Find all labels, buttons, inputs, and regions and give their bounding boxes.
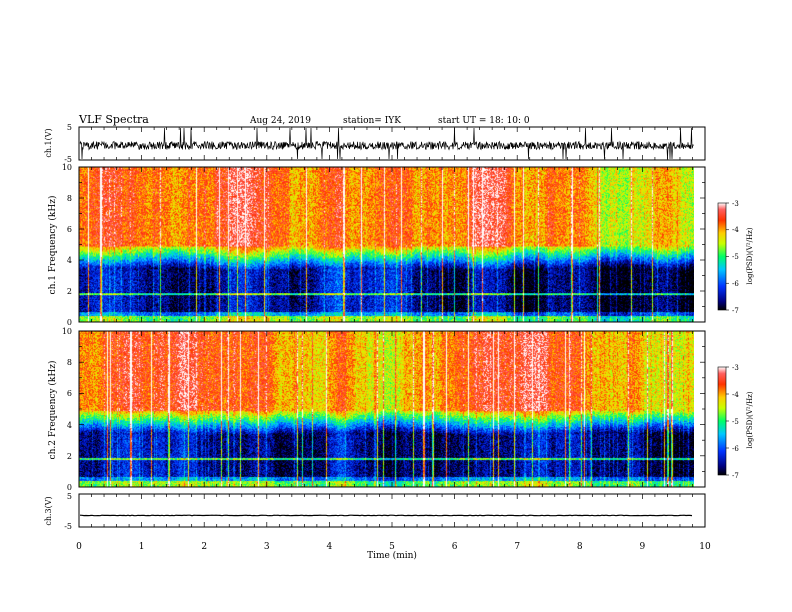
- x-tick-3: 3: [264, 542, 270, 552]
- ch1-cb-tick-m5: -5: [732, 253, 739, 261]
- ch1-waveform-trace: [79, 127, 694, 160]
- ch1-cb-tick-m3: -3: [732, 200, 739, 208]
- x-axis-label: Time (min): [367, 550, 417, 561]
- x-tick-10: 10: [699, 542, 711, 552]
- x-axis-tick-labels: 0 1 2 3 4 5 6 7 8 9 10: [76, 542, 711, 552]
- ch2-cb-tick-m6: -6: [732, 445, 739, 453]
- ch1-spec-ytick-10: 10: [62, 163, 72, 172]
- ch2-colorbar-scale: [717, 366, 727, 476]
- ch2-cb-tick-m5: -5: [732, 418, 739, 426]
- x-tick-0: 0: [76, 542, 82, 552]
- ch3-waveform-x-ticks: [78, 494, 706, 527]
- ch3-waveform-panel: 5 -5 ch.3(V): [44, 492, 706, 531]
- ch2-spec-ytick-6: 6: [67, 389, 72, 398]
- ch1-spectrogram-panel: 0 2 4 6 8 10 ch.1 Frequency (kHz): [47, 163, 706, 327]
- ch1-spectrogram-image: [79, 167, 694, 322]
- ch1-waveform-ylabel: ch.1(V): [44, 128, 53, 157]
- ch3-waveform-trace: [79, 514, 693, 517]
- ch1-waveform-panel: 5 -5 ch.1(V): [44, 123, 706, 164]
- x-tick-6: 6: [452, 542, 458, 552]
- ch2-spectrogram-ticks: [78, 330, 706, 488]
- ch1-cb-tick-m6: -6: [732, 280, 739, 288]
- ch1-colorbar-ticks: [726, 202, 729, 311]
- ch1-spec-ylabel: ch.1 Frequency (kHz): [47, 196, 58, 295]
- ch3-waveform-ylabel: ch.3(V): [44, 496, 53, 525]
- ch2-colorbar-ticks: [726, 366, 729, 476]
- ch2-spec-ylabel: ch.2 Frequency (kHz): [47, 361, 58, 460]
- x-tick-9: 9: [640, 542, 646, 552]
- ch2-spectrogram-panel: 0 2 4 6 8 10 ch.2 Frequency (kHz): [47, 327, 706, 492]
- ch2-cb-tick-m4: -4: [732, 391, 739, 399]
- ch2-spectrogram-image: [79, 331, 694, 487]
- date-label: Aug 24, 2019: [249, 116, 311, 126]
- ch1-colorbar-label: log(PSD)(V²/Hz): [746, 227, 754, 284]
- ch1-spec-ytick-4: 4: [67, 256, 72, 265]
- ch2-colorbar-label: log(PSD)(V²/Hz): [746, 391, 754, 448]
- ch1-spec-ytick-8: 8: [67, 194, 72, 203]
- x-tick-8: 8: [577, 542, 583, 552]
- start-time-label: start UT = 18: 10: 0: [438, 116, 530, 126]
- figure-title: VLF Spectra: [78, 113, 149, 126]
- x-tick-5: 5: [389, 542, 395, 552]
- ch1-ytick-top: 5: [67, 123, 72, 132]
- ch2-cb-tick-m7: -7: [732, 472, 739, 480]
- ch1-colorbar: -3 -4 -5 -6 -7 log(PSD)(V²/Hz): [717, 200, 754, 315]
- ch1-waveform-x-ticks: [78, 127, 706, 160]
- station-label: station= IYK: [343, 116, 401, 126]
- ch2-spec-ytick-10: 10: [62, 327, 72, 336]
- ch1-colorbar-scale: [717, 202, 727, 311]
- ch1-spec-ytick-2: 2: [67, 287, 72, 296]
- ch1-spec-ytick-0: 0: [67, 318, 72, 327]
- ch1-cb-tick-m4: -4: [732, 226, 739, 234]
- ch1-cb-tick-m7: -7: [732, 307, 739, 315]
- ch1-spectrogram-ticks: [78, 166, 706, 323]
- x-tick-4: 4: [327, 542, 333, 552]
- ch2-cb-tick-m3: -3: [732, 364, 739, 372]
- x-tick-7: 7: [514, 542, 520, 552]
- ch2-spec-ytick-4: 4: [67, 421, 72, 430]
- x-tick-1: 1: [139, 542, 145, 552]
- x-tick-2: 2: [201, 542, 207, 552]
- ch2-spec-ytick-8: 8: [67, 358, 72, 367]
- ch2-colorbar: -3 -4 -5 -6 -7 log(PSD)(V²/Hz): [717, 364, 754, 480]
- ch2-spec-ytick-2: 2: [67, 452, 72, 461]
- ch3-ytick-top: 5: [67, 492, 72, 501]
- ch1-spec-ytick-6: 6: [67, 225, 72, 234]
- ch1-ytick-bottom: -5: [64, 155, 72, 164]
- ch3-ytick-bottom: -5: [64, 522, 72, 531]
- ch2-spec-ytick-0: 0: [67, 483, 72, 492]
